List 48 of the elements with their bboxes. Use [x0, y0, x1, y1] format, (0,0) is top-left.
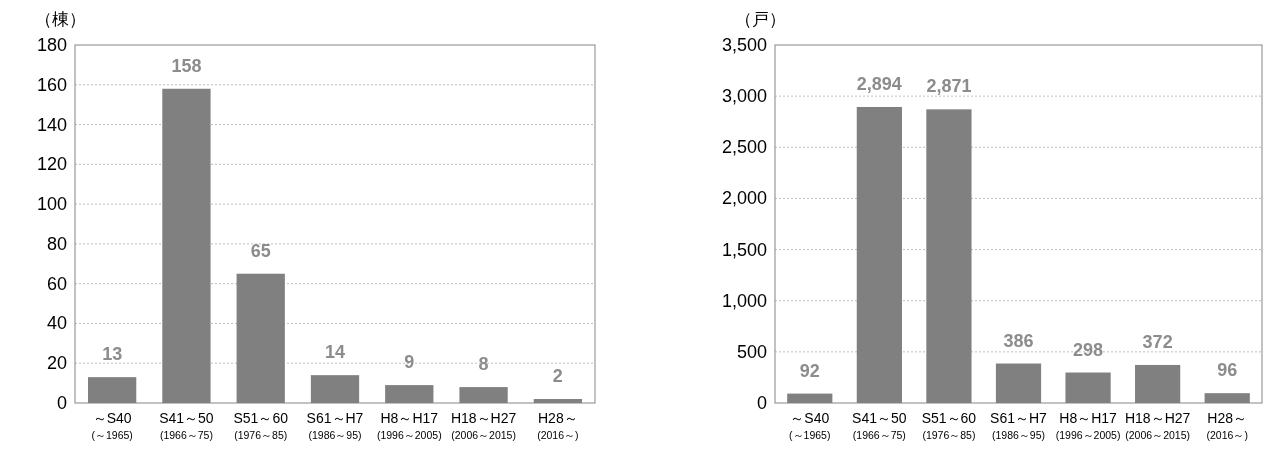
data-label: 2,871: [926, 76, 972, 97]
y-tick-label: 60: [46, 273, 67, 294]
y-tick-label: 0: [756, 393, 767, 413]
x-tick-label: S41～50 (1966～75): [159, 410, 214, 441]
y-tick-label: 180: [36, 35, 67, 55]
y-tick-label: 160: [36, 74, 67, 95]
y-tick-label: 0: [56, 393, 67, 413]
data-label: 2: [552, 366, 563, 387]
data-label: 92: [799, 360, 820, 381]
data-label: 14: [324, 342, 346, 363]
x-tick-label: S61～H7 (1986～95): [306, 410, 364, 441]
data-label: 158: [171, 55, 202, 76]
data-label: 298: [1073, 339, 1104, 360]
y-axis-title: （棟）: [35, 10, 86, 29]
x-tick-label: H18～H27 (2006～2015): [1124, 410, 1191, 441]
y-tick-label: 3,000: [721, 86, 767, 107]
x-tick-label: S51～60 (1976～85): [921, 410, 977, 441]
x-tick-label: H28～ (2016～): [1206, 410, 1248, 441]
data-label: 8: [478, 354, 489, 375]
y-tick-label: 3,500: [721, 35, 767, 55]
data-label: 65: [250, 240, 271, 261]
y-tick-label: 2,500: [721, 137, 767, 158]
y-tick-label: 2,000: [721, 188, 767, 209]
x-tick-label: H8～H17 (1996～2005): [376, 410, 442, 441]
data-label: 2,894: [856, 73, 902, 94]
data-label: 9: [404, 352, 415, 373]
data-label: 386: [1003, 330, 1034, 351]
y-tick-label: 80: [46, 233, 67, 254]
y-tick-label: 40: [46, 313, 67, 334]
x-tick-label: H8～H17 (1996～2005): [1055, 410, 1121, 441]
x-tick-label: ～S40 (～1965): [789, 410, 831, 441]
x-tick-label: S61～H7 (1986～95): [990, 410, 1048, 441]
y-tick-label: 100: [36, 194, 67, 215]
y-axis-title: （戸）: [735, 10, 786, 29]
y-tick-label: 140: [36, 114, 67, 135]
data-label: 372: [1142, 331, 1173, 352]
x-tick-label: H28～ (2016～): [537, 410, 579, 441]
x-tick-label: H18～H27 (2006～2015): [450, 410, 517, 441]
y-tick-label: 1,000: [721, 290, 767, 311]
y-tick-label: 1,500: [721, 239, 767, 260]
x-tick-label: ～S40 (～1965): [91, 410, 133, 441]
x-tick-label: S51～60 (1976～85): [233, 410, 289, 441]
data-label: 13: [102, 344, 123, 365]
y-tick-label: 500: [736, 341, 767, 362]
y-tick-label: 20: [46, 353, 67, 374]
x-tick-label: S41～50 (1966～75): [852, 410, 907, 441]
data-label: 96: [1217, 360, 1238, 381]
y-tick-label: 120: [36, 154, 67, 175]
